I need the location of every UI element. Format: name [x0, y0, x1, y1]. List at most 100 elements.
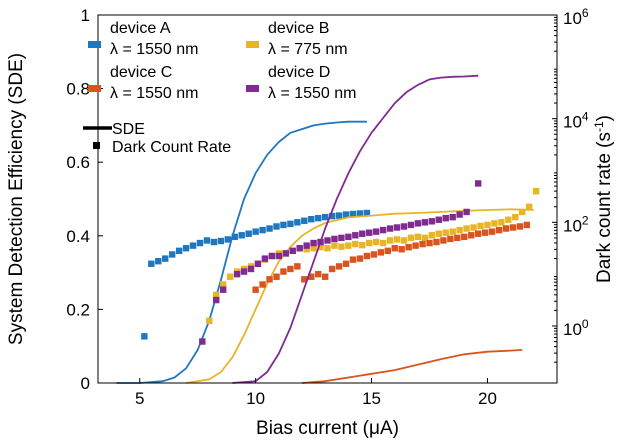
dcr-point-device-b [512, 214, 518, 220]
dcr-point-device-b [373, 239, 379, 245]
dcr-point-device-d [269, 253, 275, 259]
y-right-axis-title: Dark count rate (s-1) [592, 115, 615, 283]
dcr-point-device-d [429, 218, 435, 224]
dcr-point-device-d [255, 261, 261, 267]
dcr-point-device-c [266, 276, 272, 282]
y-right-axis-title-base: Dark count rate (s [594, 132, 615, 283]
dcr-point-device-c [280, 268, 286, 274]
dcr-point-device-d [345, 234, 351, 240]
dcr-point-device-c [426, 240, 432, 246]
dcr-point-device-a [322, 214, 328, 220]
dcr-point-device-d [338, 235, 344, 241]
dcr-point-device-c [273, 274, 279, 280]
dcr-point-device-d [317, 239, 323, 245]
dcr-point-device-d [296, 245, 302, 251]
dcr-point-device-c [343, 261, 349, 267]
dcr-point-device-d [401, 223, 407, 229]
dcr-point-device-a [315, 215, 321, 221]
dcr-point-device-b [436, 231, 442, 237]
x-tick-label: 10 [246, 389, 265, 408]
dcr-point-device-d [415, 220, 421, 226]
dcr-point-device-a [183, 245, 189, 251]
dcr-point-device-c [336, 263, 342, 269]
legend-name-device-a: device A [110, 20, 171, 37]
y-right-tick-base: 10 [563, 216, 582, 235]
dcr-point-device-c [433, 239, 439, 245]
dcr-point-device-d [422, 219, 428, 225]
dcr-point-device-d [199, 338, 205, 344]
y-right-tick-base: 10 [563, 113, 582, 132]
y-right-tick-exp: 4 [582, 110, 589, 124]
dcr-point-device-c [482, 229, 488, 235]
dcr-point-device-a [155, 258, 161, 264]
dcr-point-device-a [245, 231, 251, 237]
dcr-point-device-b [359, 242, 365, 248]
y-left-tick-label: 0.2 [66, 300, 90, 319]
dcr-point-device-a [280, 222, 286, 228]
dcr-point-device-a [301, 218, 307, 224]
y-right-tick-exp: 0 [582, 317, 589, 331]
dcr-point-device-a [273, 223, 279, 229]
dcr-point-device-d [213, 297, 219, 303]
dcr-point-device-c [489, 228, 495, 234]
dcr-point-device-d [303, 242, 309, 248]
dcr-point-device-a [204, 237, 210, 243]
dcr-point-device-d [373, 228, 379, 234]
legend-swatch-device-d [246, 85, 259, 92]
legend-swatch-device-c [88, 85, 101, 92]
dcr-point-device-a [266, 225, 272, 231]
dcr-point-device-b [324, 245, 330, 251]
legend-wavelength-device-d: λ = 1550 nm [268, 85, 357, 102]
dcr-point-device-d [387, 225, 393, 231]
dcr-point-device-a [336, 212, 342, 218]
dcr-point-device-d [248, 266, 254, 272]
y-right-tick-exp: 2 [582, 213, 589, 227]
dcr-point-device-b [484, 222, 490, 228]
dcr-point-device-b [470, 224, 476, 230]
dcr-point-device-d [324, 237, 330, 243]
dcr-point-device-d [352, 232, 358, 238]
x-axis-title: Bias current (μA) [256, 418, 399, 439]
dcr-point-device-d [456, 211, 462, 217]
dcr-point-device-c [294, 263, 300, 269]
legend-dcr-label: Dark Count Rate [112, 139, 231, 156]
y-right-axis-title-sup: -1 [592, 121, 606, 132]
dcr-point-device-b [227, 274, 233, 280]
dcr-point-device-b [366, 240, 372, 246]
dcr-point-device-d [310, 240, 316, 246]
dcr-point-device-c [385, 248, 391, 254]
y-left-axis-title: System Detection Efficiency (SDE) [6, 53, 27, 345]
dcr-point-device-b [491, 220, 497, 226]
y-left-tick-label: 0.6 [66, 153, 90, 172]
dcr-point-device-d [290, 248, 296, 254]
dcr-point-device-a [294, 219, 300, 225]
dcr-point-device-a [169, 251, 175, 257]
dcr-point-device-b [387, 237, 393, 243]
dcr-point-device-b [533, 188, 539, 194]
dcr-point-device-b [345, 242, 351, 248]
legend-sde-label: SDE [112, 121, 145, 138]
dcr-point-device-a [232, 234, 238, 240]
dcr-point-device-c [371, 251, 377, 257]
dcr-point-device-a [162, 255, 168, 261]
legend-swatch-device-b [246, 41, 259, 48]
dcr-point-device-c [524, 222, 530, 228]
dcr-point-device-c [252, 287, 258, 293]
legend-dcr-marker [93, 142, 100, 149]
dcr-point-device-b [463, 225, 469, 231]
dcr-point-device-b [338, 243, 344, 249]
dcr-point-device-b [206, 318, 212, 324]
dcr-point-device-d [443, 215, 449, 221]
dcr-point-device-b [519, 209, 525, 215]
dcr-point-device-d [359, 231, 365, 237]
dcr-point-device-b [401, 237, 407, 243]
dcr-point-device-a [259, 227, 265, 233]
dcr-point-device-c [461, 234, 467, 240]
dcr-point-device-c [322, 274, 328, 280]
dcr-point-device-a [287, 221, 293, 227]
dcr-point-device-b [352, 241, 358, 247]
dcr-point-device-a [218, 238, 224, 244]
dcr-point-device-a [141, 333, 147, 339]
dcr-point-device-b [443, 229, 449, 235]
dcr-point-device-b [526, 204, 532, 210]
